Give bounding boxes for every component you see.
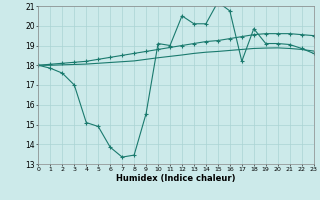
X-axis label: Humidex (Indice chaleur): Humidex (Indice chaleur) xyxy=(116,174,236,183)
